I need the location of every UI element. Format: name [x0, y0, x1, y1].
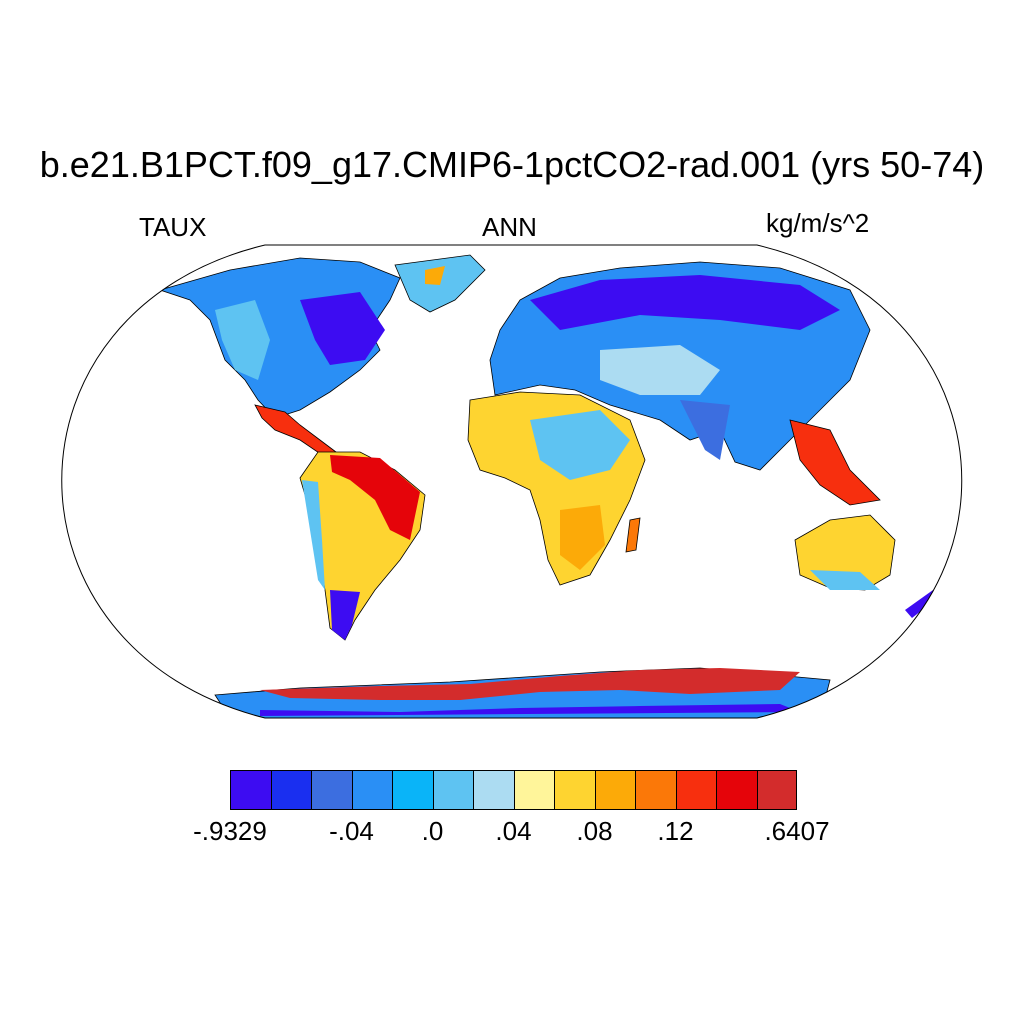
australia-south	[810, 570, 880, 590]
variable-label: TAUX	[139, 212, 207, 242]
land-fill	[158, 254, 940, 718]
colorbar	[230, 770, 797, 810]
colorbar-tick-label: -.04	[329, 816, 374, 846]
antarctica-band	[260, 668, 800, 700]
colorbar-tick-label: .08	[576, 816, 613, 846]
colorbar-box	[554, 770, 595, 810]
greenland-center	[425, 266, 445, 285]
southeast-asia	[789, 419, 881, 506]
india	[680, 400, 730, 460]
eurasia-central	[600, 345, 720, 395]
colorbar-box	[311, 770, 352, 810]
new-zealand	[905, 585, 940, 618]
colorbar-box	[270, 770, 311, 810]
colorbar-box	[635, 770, 676, 810]
colorbar-tick-label: -.9329	[193, 816, 267, 846]
antarctica-low	[260, 704, 800, 716]
eurasia-north	[530, 275, 840, 330]
africa-south	[560, 505, 605, 570]
colorbar-box	[473, 770, 514, 810]
south-america-coast	[302, 480, 325, 590]
colorbar-box	[716, 770, 757, 810]
south-america-north	[330, 455, 420, 540]
colorbar-box	[432, 770, 473, 810]
map-outline	[61, 244, 963, 719]
colorbar-tick-label: .04	[495, 816, 532, 846]
north-america-west	[215, 300, 270, 380]
colorbar-box	[675, 770, 716, 810]
colorbar-box	[756, 770, 797, 810]
south-america-south	[330, 590, 360, 640]
colorbar-box	[513, 770, 554, 810]
north-america-interior	[300, 292, 385, 365]
colorbar-tick-label: .0	[421, 816, 444, 846]
colorbar-box	[392, 770, 433, 810]
central-america	[254, 404, 342, 456]
units-label: kg/m/s^2	[766, 208, 870, 238]
map-title: b.e21.B1PCT.f09_g17.CMIP6-1pctCO2-rad.00…	[39, 144, 985, 185]
colorbar-box	[230, 770, 271, 810]
africa-east	[530, 410, 630, 480]
colorbar-box	[351, 770, 392, 810]
colorbar-box	[594, 770, 635, 810]
colorbar-tick-label: .6407	[764, 816, 830, 846]
colorbar-tick-label: .12	[657, 816, 694, 846]
madagascar	[625, 517, 641, 553]
season-label: ANN	[482, 212, 537, 242]
